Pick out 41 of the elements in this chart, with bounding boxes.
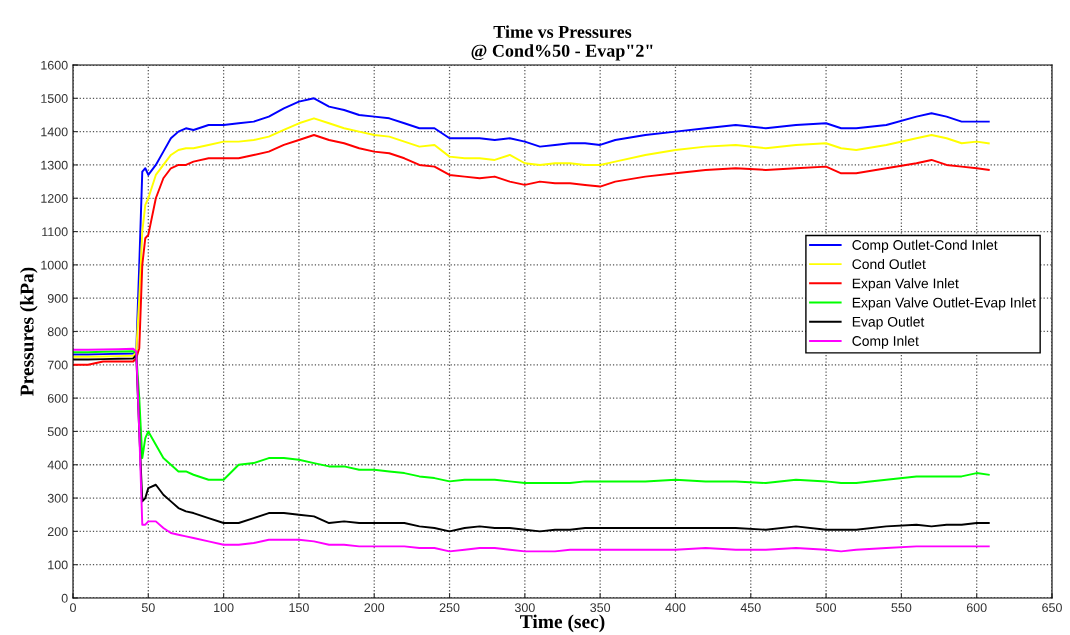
y-tick-label: 800 [47, 327, 68, 337]
line-series [73, 350, 990, 485]
x-tick-label: 150 [289, 603, 309, 613]
y-tick-label: 1500 [41, 94, 68, 103]
legend-label: Expan Valve Outlet-Evap Inlet [852, 297, 1036, 311]
y-tick-label: 300 [47, 493, 68, 503]
y-tick-label: 1200 [41, 194, 68, 203]
y-tick-label: 0 [61, 593, 68, 603]
x-tick-label: 50 [141, 603, 155, 613]
y-tick-label: 1400 [41, 127, 68, 137]
y-tick-label: 1100 [42, 227, 68, 237]
y-tick-label: 200 [47, 527, 68, 537]
y-tick-label: 900 [47, 293, 68, 303]
x-axis-title: Time (sec) [520, 614, 605, 633]
x-tick-label: 400 [665, 603, 686, 613]
y-tick-label: 700 [47, 360, 68, 370]
y-tick-label: 100 [48, 560, 68, 570]
legend-label: Cond Outlet [852, 258, 926, 270]
x-tick-label: 100 [214, 603, 234, 613]
y-tick-label: 1600 [41, 60, 68, 70]
y-tick-label: 1000 [41, 260, 68, 270]
x-tick-label: 550 [891, 603, 912, 613]
x-tick-label: 300 [514, 603, 535, 613]
chart-title: Time vs Pressures @ Cond%50 - Evap"2" [471, 25, 653, 61]
x-tick-label: 450 [740, 603, 761, 613]
y-tick-label: 1300 [41, 160, 68, 170]
x-tick-label: 600 [966, 603, 987, 613]
y-tick-label: 500 [47, 427, 68, 437]
x-tick-label: 0 [70, 603, 76, 613]
x-tick-label: 350 [590, 603, 611, 613]
x-tick-label: 250 [439, 603, 460, 613]
x-tick-label: 200 [364, 603, 385, 613]
legend-label: Evap Outlet [852, 316, 925, 330]
legend-label: Expan Valve Inlet [852, 278, 959, 292]
x-tick-label: 650 [1042, 603, 1062, 613]
y-tick-label: 600 [47, 393, 68, 403]
y-tick-label: 400 [47, 460, 68, 470]
legend-label: Comp Outlet-Cond Inlet [852, 239, 998, 253]
y-axis-title: Pressures (kPa) [19, 267, 38, 396]
x-tick-label: 500 [816, 603, 837, 613]
legend-label: Comp Inlet [852, 335, 919, 349]
